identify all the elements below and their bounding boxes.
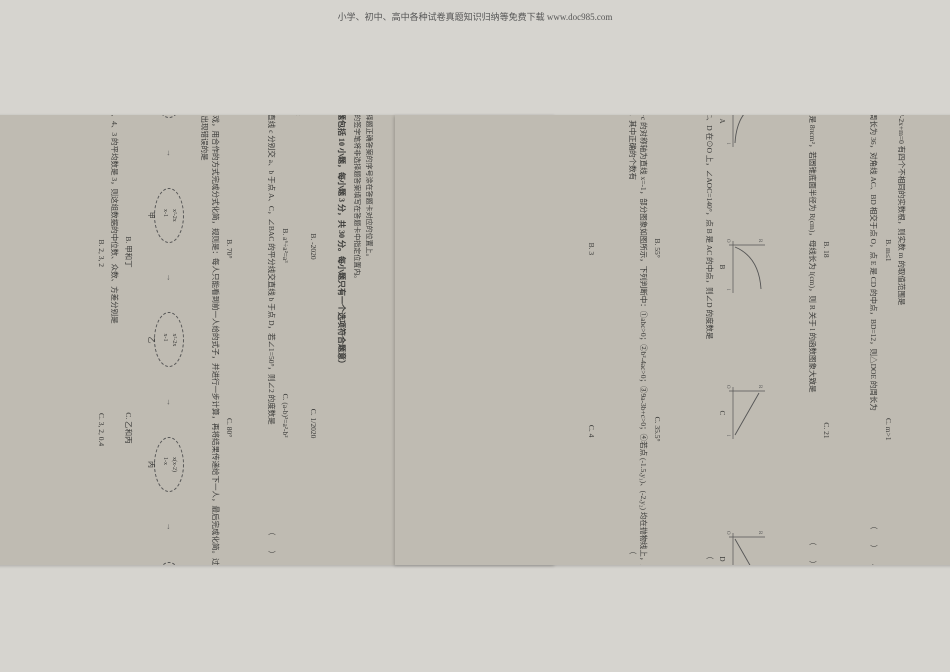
instr-2: 2. 用 0.5 毫米黑色的签字笔将非选择题答案填写在答题卡中指定位置内。 <box>351 115 362 565</box>
question-4: 4. 老师设计了接力游戏，用合作的方式完成分式化简，规则是：每人只能看到前一人给… <box>123 115 221 565</box>
question-1: 1. 2020 的倒数是 （ ） A. 2020 B. -2020 C. 1/2… <box>308 115 333 565</box>
q4-text: 4. 老师设计了接力游戏，用合作的方式完成分式化简，规则是：每人只能看到前一人给… <box>200 115 220 565</box>
q4-step-1: x²-2xx-1甲 <box>155 188 185 243</box>
q9-opt-b: B. 55° <box>652 239 663 258</box>
q9-text: 9. 如图，点 A、B、C、D 在⊙O 上，∠AOC=140°，点 B 是 AC… <box>705 115 714 339</box>
q8-label-d: D <box>716 529 727 565</box>
q10-options: A. 2 B. 3 C. 4 D. 5 <box>586 115 597 565</box>
question-3: a b A B D C 1 2 3. 如图，直线 a∥b，直线 c 分别交 a、… <box>224 115 277 565</box>
q8-options-row: RlO A RlO B RlO C RlO D <box>725 115 767 565</box>
q5-opt-b: B. 2, 3, 2 <box>96 240 107 268</box>
q8-label-c: C <box>716 383 727 443</box>
q6-options: A. m≥1 B. m≤1 C. m>1 D. m<1 <box>883 115 894 565</box>
q6-opt-b: B. m≤1 <box>883 239 894 261</box>
arrow-icon: → <box>164 149 176 157</box>
q6-opt-c: C. m>1 <box>883 418 894 441</box>
svg-text:R: R <box>757 385 762 389</box>
instr-1: 1. 用 2B 铅笔将选择题正确答案的序号涂在答题卡对应的位置上。 <box>364 115 375 565</box>
q8-text: 8. 已知圆锥的侧面积是 8πcm²，若圆锥底面半径为 R(cm)，母线长为 l… <box>808 115 817 393</box>
q1-options: A. 2020 B. -2020 C. 1/2020 D. -1/2020 <box>308 115 319 565</box>
q3-opt-c: C. 80° <box>224 418 235 437</box>
q4-opt-b: B. 甲和丁 <box>123 236 134 267</box>
q4-options: A. 只有乙 B. 甲和丁 C. 乙和丙 D. 乙和丁 <box>123 115 134 565</box>
q7-opt-c: C. 21 <box>821 422 832 438</box>
q3-options: A. 50° B. 70° C. 80° D. 110° <box>224 115 235 565</box>
q10-opt-b: B. 3 <box>586 243 597 256</box>
q2-opt-b: B. a⁶÷a²=a³ <box>280 228 291 262</box>
svg-text:R: R <box>757 239 762 243</box>
q8-fig-d: RlO D <box>725 529 767 565</box>
q4-step-0: x²-2xx-1老师 <box>155 115 185 118</box>
question-5: 5. 一组数据 2、3、4、4、3 的平均数是 3，则这组数据的中位数、众数、方… <box>96 115 121 565</box>
arrow-icon: → <box>164 523 176 531</box>
q10-text: 10. 抛物线 y=ax²+bx+c 的对称轴为直线 x=-1，部分图象如图所示… <box>628 115 648 565</box>
q4-opt-c: C. 乙和丙 <box>123 412 134 443</box>
q5-text: 5. 一组数据 2、3、4、4、3 的平均数是 3，则这组数据的中位数、众数、方… <box>110 115 119 324</box>
q4-step-4: x-2 丁 <box>155 562 185 566</box>
q4-step-3: x(x-2)1-x丙 <box>155 437 185 492</box>
q3-bracket: （ ） <box>266 528 277 558</box>
q10-opt-c: C. 4 <box>586 425 597 438</box>
page-left-content: 甘肃省初中毕业学业水平监测暨高中阶段学校招生考试 数学预测试题（二） （试卷满分… <box>35 115 455 565</box>
question-9: B A C O D 9. 如图，点 A、B、C、D 在⊙O 上，∠AOC=140… <box>652 115 715 565</box>
arrow-icon: → <box>164 274 176 282</box>
page-right-content: 6. 若一元一次方程 x²-2x+m=0 有四个不相同的实数根，则实数 m 的取… <box>495 115 915 565</box>
q9-bracket: （ ） <box>704 552 715 565</box>
q7-text: 7. 如图，□ABCD 的周长为 36，对角线 AC、BD 相交于点 O，点 E… <box>870 115 879 411</box>
page-right: 6. 若一元一次方程 x²-2x+m=0 有四个不相同的实数根，则实数 m 的取… <box>395 115 950 565</box>
svg-text:A: A <box>871 564 876 565</box>
q4-diagram: x²-2xx-1老师 → x²-2xx-1甲 → x²-2xx-1乙 → x(x… <box>145 115 195 565</box>
page-container: 甘肃省初中毕业学业水平监测暨高中阶段学校招生考试 数学预测试题（二） （试卷满分… <box>20 30 930 660</box>
q3-text: 3. 如图，直线 a∥b，直线 c 分别交 a、b 于点 A、C，∠BAC 的平… <box>267 115 276 425</box>
arrow-icon: → <box>164 398 176 406</box>
q7-options: A. 15 B. 18 C. 21 D. 24 <box>821 115 832 565</box>
q1-opt-c: C. 1/2020 <box>308 409 319 439</box>
question-2: 2. 下列计算正确的是 （ ） A. 2a+a=2a² B. a⁶÷a²=a³ … <box>280 115 305 565</box>
q6-text: 6. 若一元一次方程 x²-2x+m=0 有四个不相同的实数根，则实数 m 的取… <box>897 115 906 305</box>
q5-options: A. 3, 3, 0.4 B. 2, 3, 2 C. 3, 2, 0.4 D. … <box>96 115 107 565</box>
q4-step-2: x²-2xx-1乙 <box>155 312 185 367</box>
svg-text:R: R <box>757 531 762 535</box>
q2-text: 2. 下列计算正确的是 <box>295 115 304 116</box>
q3-opt-b: B. 70° <box>224 239 235 258</box>
question-7: A B C D O E 7. 如图，□ABCD 的周长为 36，对角线 AC、B… <box>821 115 879 565</box>
q8-label-b: B <box>716 237 727 297</box>
q8-fig-a: RlO A <box>725 115 767 151</box>
q7-diagram: A B C D O E <box>835 552 880 565</box>
q4-label-2: 乙 <box>146 336 157 343</box>
q7-opt-b: B. 18 <box>821 241 832 257</box>
q2-options: A. 2a+a=2a² B. a⁶÷a²=a³ C. (a-b)²=a²-b² … <box>280 115 291 565</box>
q10-bracket: （ ） <box>627 547 638 565</box>
q8-bracket: （ ） <box>807 538 818 565</box>
q7-bracket: （ ） <box>868 522 879 552</box>
q3-diagram: a b A B D C 1 2 <box>237 562 277 565</box>
q5-opt-c: C. 3, 2, 0.4 <box>96 413 107 446</box>
q4-label-3: 丙 <box>146 461 157 468</box>
q9-opt-c: C. 35.5° <box>652 417 663 442</box>
question-8: 8. 已知圆锥的侧面积是 8πcm²，若圆锥底面半径为 R(cm)，母线长为 l… <box>725 115 818 565</box>
q8-label-a: A <box>716 115 727 151</box>
section-1-header: 一、选择题（本大题包括 10 小题，每小题 3 分，共 30 分。每小题只有一个… <box>335 115 347 565</box>
q8-fig-c: RlO C <box>725 383 767 443</box>
header-url: 小学、初中、高中各种试卷真题知识归纳等免费下载 www.doc985.com <box>0 10 950 23</box>
q9-options: A. 70° B. 55° C. 35.5° D. 35° <box>652 115 663 565</box>
q8-fig-b: RlO B <box>725 237 767 297</box>
q1-opt-b: B. -2020 <box>308 233 319 259</box>
q2-opt-c: C. (a-b)²=a²-b² <box>280 394 291 438</box>
question-6: 6. 若一元一次方程 x²-2x+m=0 有四个不相同的实数根，则实数 m 的取… <box>883 115 908 565</box>
q4-label-1: 甲 <box>146 212 157 219</box>
question-10: x y O -1 10. 抛物线 y=ax²+bx+c 的对称轴为直线 x=-1… <box>586 115 649 565</box>
instr-head: 答题要求： <box>378 115 389 565</box>
